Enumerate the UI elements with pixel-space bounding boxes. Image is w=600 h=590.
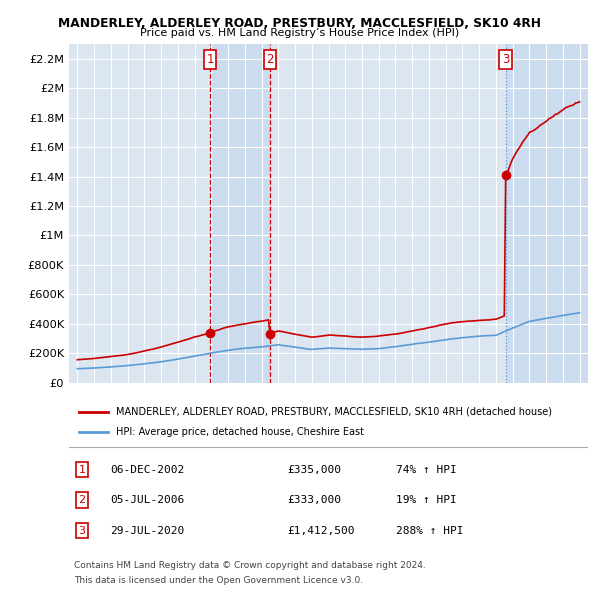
Text: MANDERLEY, ALDERLEY ROAD, PRESTBURY, MACCLESFIELD, SK10 4RH: MANDERLEY, ALDERLEY ROAD, PRESTBURY, MAC… [59,17,542,30]
FancyBboxPatch shape [64,386,593,447]
Text: 3: 3 [502,53,509,66]
Text: 2: 2 [266,53,274,66]
Text: 3: 3 [79,526,85,536]
Text: MANDERLEY, ALDERLEY ROAD, PRESTBURY, MACCLESFIELD, SK10 4RH (detached house): MANDERLEY, ALDERLEY ROAD, PRESTBURY, MAC… [116,407,552,417]
Text: 1: 1 [206,53,214,66]
Text: 19% ↑ HPI: 19% ↑ HPI [396,495,457,505]
Text: 288% ↑ HPI: 288% ↑ HPI [396,526,463,536]
Text: 29-JUL-2020: 29-JUL-2020 [110,526,185,536]
Text: £333,000: £333,000 [287,495,341,505]
Bar [210,44,270,382]
Text: HPI: Average price, detached house, Cheshire East: HPI: Average price, detached house, Ches… [116,427,364,437]
Text: 1: 1 [79,465,85,475]
Text: This data is licensed under the Open Government Licence v3.0.: This data is licensed under the Open Gov… [74,576,364,585]
Text: £1,412,500: £1,412,500 [287,526,355,536]
Bar [506,44,588,382]
Text: 05-JUL-2006: 05-JUL-2006 [110,495,185,505]
Text: £335,000: £335,000 [287,465,341,475]
Text: 2: 2 [79,495,86,505]
Text: 74% ↑ HPI: 74% ↑ HPI [396,465,457,475]
Text: 06-DEC-2002: 06-DEC-2002 [110,465,185,475]
Text: Contains HM Land Registry data © Crown copyright and database right 2024.: Contains HM Land Registry data © Crown c… [74,561,426,570]
Text: Price paid vs. HM Land Registry’s House Price Index (HPI): Price paid vs. HM Land Registry’s House … [140,28,460,38]
